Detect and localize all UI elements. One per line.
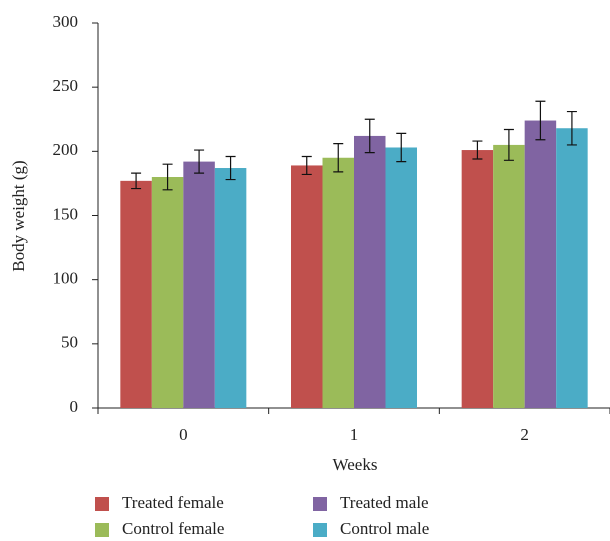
- bar: [183, 161, 215, 408]
- y-tick-label: 150: [53, 204, 79, 223]
- x-tick-label: 1: [350, 425, 359, 444]
- x-tick-label: 2: [520, 425, 529, 444]
- error-bar: [566, 110, 577, 146]
- bar: [461, 150, 494, 409]
- error-bar: [364, 118, 375, 154]
- error-bar: [131, 172, 142, 190]
- y-tick-label: 200: [53, 140, 79, 159]
- bar: [556, 128, 588, 408]
- legend-label: Control male: [340, 519, 429, 538]
- bar: [214, 168, 247, 408]
- error-bar: [194, 149, 205, 174]
- y-tick-label: 250: [53, 76, 79, 95]
- y-tick-label: 100: [53, 269, 79, 288]
- legend-label: Treated female: [122, 493, 224, 512]
- legend-swatch: [95, 497, 109, 511]
- error-bar: [472, 140, 483, 160]
- legend-swatch: [313, 523, 327, 537]
- y-tick-label: 300: [53, 12, 79, 31]
- legend-label: Control female: [122, 519, 224, 538]
- error-bar: [301, 155, 312, 176]
- legend-label: Treated male: [340, 493, 429, 512]
- bar: [493, 144, 525, 408]
- y-axis-label: Body weight (g): [9, 160, 28, 271]
- error-bar: [333, 143, 344, 173]
- x-tick-label: 0: [179, 425, 188, 444]
- bar: [322, 157, 354, 408]
- bar: [151, 177, 184, 408]
- legend-swatch: [95, 523, 109, 537]
- bar: [385, 147, 417, 408]
- y-tick-label: 50: [61, 333, 78, 352]
- x-axis-label: Weeks: [333, 455, 378, 474]
- error-bar: [503, 128, 514, 161]
- bar: [524, 120, 557, 409]
- bar: [291, 165, 323, 408]
- y-tick-label: 0: [70, 397, 79, 416]
- error-bar: [535, 100, 546, 141]
- error-bar: [162, 163, 173, 191]
- bar: [120, 180, 152, 408]
- error-bar: [225, 155, 236, 181]
- legend-swatch: [313, 497, 327, 511]
- bar: [354, 135, 386, 408]
- error-bar: [396, 132, 407, 163]
